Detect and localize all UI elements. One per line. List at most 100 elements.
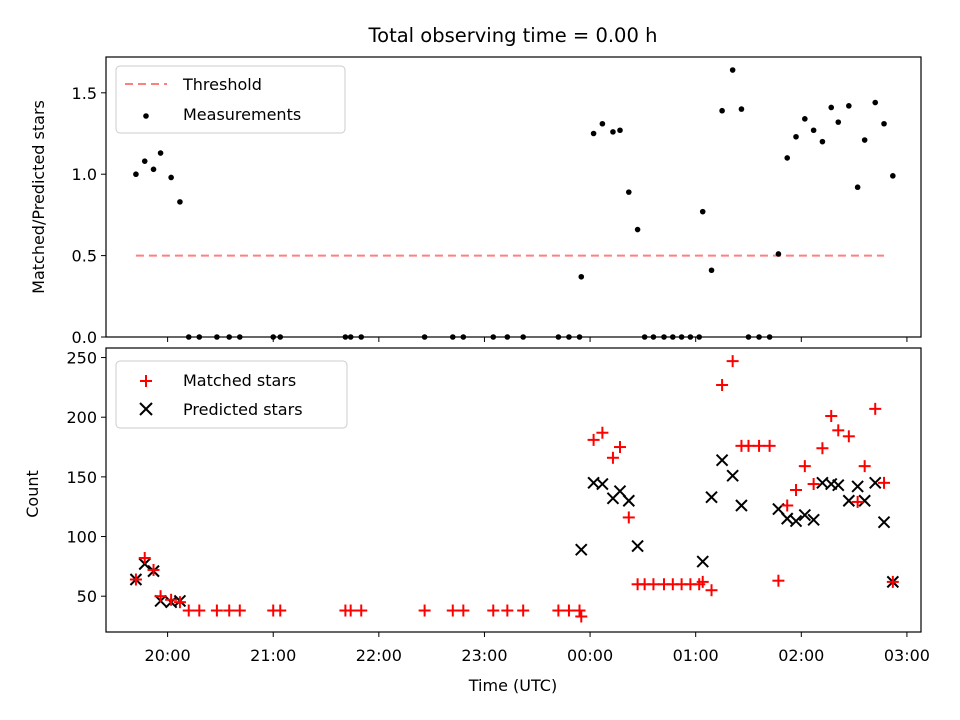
ratio-legend: Threshold Measurements xyxy=(115,65,346,134)
x-axis-label: Time (UTC) xyxy=(468,676,557,695)
count-y-tick-label: 250 xyxy=(66,349,97,368)
ratio-legend-box xyxy=(115,65,346,134)
measurement-point xyxy=(226,334,233,340)
ratio-panel: 0.0 0.5 1.0 1.5 Matched/Predicted stars Thr… xyxy=(29,56,922,347)
predicted-star-point xyxy=(596,477,609,491)
measurement-point xyxy=(590,130,597,137)
measurement-point xyxy=(745,334,752,340)
measurement-point xyxy=(696,334,703,340)
predicted-star-point xyxy=(877,516,891,529)
count-legend: Matched stars Predicted stars xyxy=(115,360,348,429)
matched-star-point xyxy=(742,439,755,452)
ratio-y-tick-label: 0.0 xyxy=(72,328,97,347)
measurement-point xyxy=(819,138,826,145)
count-x-axis: 20:00 21:00 22:00 23:00 00:00 01:00 02:00 03:00 xyxy=(145,632,930,665)
measurement-point xyxy=(449,334,456,340)
chart-title: Total observing time = 0.00 h xyxy=(368,24,658,47)
measurement-point xyxy=(490,334,497,340)
measurement-point xyxy=(784,155,791,161)
measurement-point xyxy=(670,334,676,340)
matched-star-point xyxy=(851,495,864,508)
matched-star-point xyxy=(647,578,660,591)
x-tick-label: 22:00 xyxy=(356,646,402,665)
measurement-point xyxy=(196,334,203,340)
measurement-point xyxy=(578,273,585,280)
measurement-point xyxy=(890,173,896,179)
matched-star-point xyxy=(233,604,246,617)
measurements-series xyxy=(133,67,896,340)
matched-star-point xyxy=(138,552,151,565)
measurement-point xyxy=(661,334,667,340)
matched-star-point xyxy=(193,604,206,617)
matched-star-point xyxy=(606,451,619,464)
ratio-y-axis: 0.0 0.5 1.0 1.5 xyxy=(72,84,106,347)
matched-star-point xyxy=(842,430,855,443)
measurement-point xyxy=(719,107,725,114)
measurement-point xyxy=(566,334,572,340)
measurement-point xyxy=(641,334,648,340)
measurements-legend-swatch xyxy=(143,113,149,119)
x-tick-label: 20:00 xyxy=(145,646,191,665)
measurement-point xyxy=(133,171,139,178)
ratio-y-label: Matched/Predicted stars xyxy=(29,100,48,294)
matched-star-point xyxy=(696,575,709,588)
predicted-star-point xyxy=(851,480,864,493)
measurement-point xyxy=(854,184,861,191)
matched-star-point xyxy=(832,424,845,437)
matched-star-point xyxy=(517,604,530,617)
predicted-star-point xyxy=(807,513,820,527)
matched-star-point xyxy=(878,476,891,489)
matched-star-point xyxy=(487,604,500,617)
matched-star-point xyxy=(858,460,871,473)
x-tick-label: 00:00 xyxy=(567,646,613,665)
measurement-point xyxy=(634,226,641,233)
matched-star-point xyxy=(763,439,776,452)
measurement-point xyxy=(625,189,632,195)
predicted-star-point xyxy=(735,499,748,512)
x-tick-label: 02:00 xyxy=(778,646,824,665)
matched-star-point xyxy=(587,433,600,446)
measurement-point xyxy=(738,106,745,112)
measurement-point xyxy=(861,137,868,143)
measurement-point xyxy=(828,104,835,111)
count-y-tick-label: 200 xyxy=(66,408,97,427)
measurement-point xyxy=(342,334,349,340)
matched-star-point xyxy=(807,478,820,491)
matched-star-point xyxy=(622,511,635,524)
measurement-point xyxy=(576,334,583,340)
measurement-point xyxy=(520,334,526,340)
matched-star-point xyxy=(165,593,178,606)
count-y-axis: 50 100 150 200 250 xyxy=(66,349,106,606)
matched-star-point xyxy=(418,604,431,617)
measurement-point xyxy=(802,116,808,122)
count-y-tick-label: 100 xyxy=(66,528,97,547)
predicted-star-point xyxy=(781,512,794,525)
measurement-point xyxy=(555,334,562,340)
measurement-point xyxy=(347,334,354,340)
measurement-point xyxy=(185,334,192,340)
threshold-legend-label: Threshold xyxy=(182,75,262,94)
predicted-star-point xyxy=(715,453,729,467)
measurement-point xyxy=(157,150,164,156)
predicted-star-point xyxy=(869,476,882,490)
x-tick-label: 03:00 xyxy=(884,646,930,665)
count-y-tick-label: 50 xyxy=(77,587,97,606)
matched-star-point xyxy=(274,604,287,617)
measurement-point xyxy=(699,208,706,215)
matched-legend-label: Matched stars xyxy=(183,371,296,390)
matched-star-point xyxy=(726,355,739,368)
matched-star-point xyxy=(154,590,167,603)
matched-star-point xyxy=(457,604,470,617)
predicted-star-point xyxy=(622,494,636,507)
measurement-point xyxy=(708,267,715,274)
measurement-point xyxy=(460,334,467,340)
measurement-point xyxy=(687,334,694,340)
predicted-legend-label: Predicted stars xyxy=(183,400,303,419)
measurement-point xyxy=(141,158,148,164)
measurement-point xyxy=(846,103,852,109)
ratio-y-tick-label: 0.5 xyxy=(72,247,97,266)
matched-star-point xyxy=(869,402,882,415)
ratio-x-axis xyxy=(167,337,908,342)
measurement-point xyxy=(650,334,657,340)
